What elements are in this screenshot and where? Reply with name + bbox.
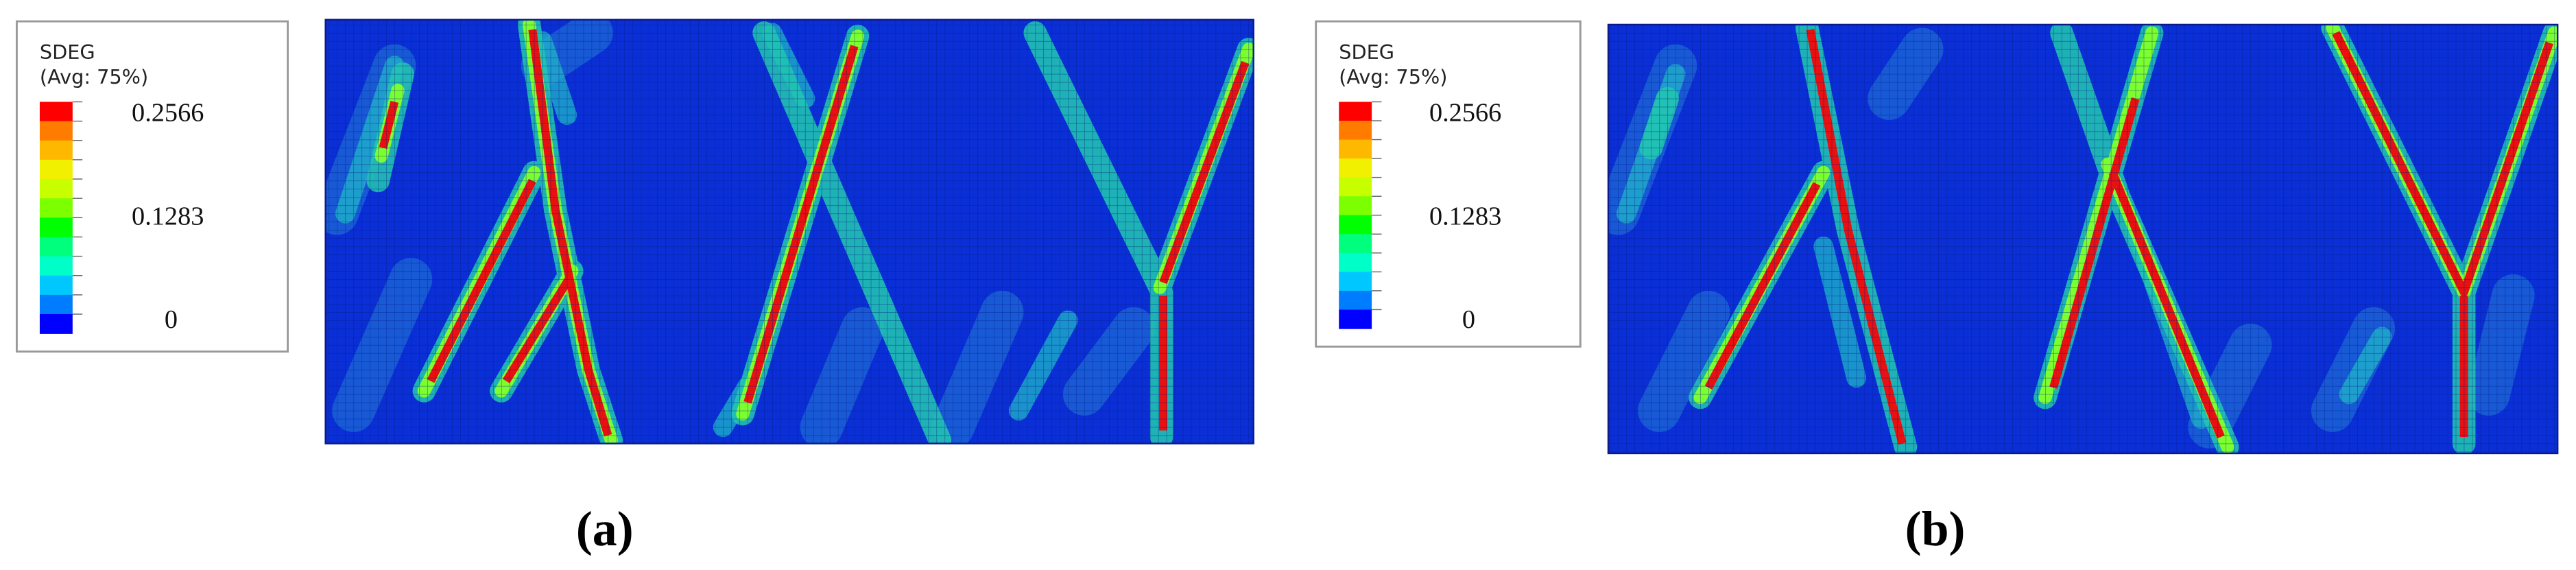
colorbar-band	[1339, 177, 1372, 197]
legend-label: 0.2566	[1429, 98, 1501, 127]
colorbar	[39, 101, 83, 334]
colorbar-band	[39, 275, 73, 296]
legend-label: 0	[165, 305, 178, 334]
contour-plot	[1608, 24, 2558, 453]
colorbar	[1339, 101, 1382, 329]
legend-label: 0	[1462, 305, 1475, 334]
colorbar-band	[1339, 196, 1372, 216]
plot-frame	[324, 19, 1254, 444]
caption: (b)	[1905, 501, 1966, 556]
colorbar-band	[39, 217, 73, 238]
colorbar-band	[1339, 309, 1372, 329]
colorbar-band	[1339, 290, 1372, 311]
colorbar-band	[39, 140, 73, 161]
colorbar-band	[1339, 252, 1372, 273]
colorbar-band	[1339, 272, 1372, 292]
colorbar-band	[39, 256, 73, 276]
colorbar-band	[39, 237, 73, 257]
colorbar-band	[1339, 158, 1372, 178]
colorbar-band	[1339, 234, 1372, 254]
panel-b: SDEG (Avg: 75%) 0.2566 0.1283 0	[1315, 20, 2559, 556]
legend-subtitle: (Avg: 75%)	[40, 65, 148, 88]
legend-label: 0.1283	[132, 202, 204, 230]
colorbar-band	[1339, 121, 1372, 141]
colorbar-band	[39, 179, 73, 199]
legend-title: SDEG	[40, 40, 95, 64]
colorbar-band	[39, 198, 73, 219]
legend-label: 0.1283	[1429, 202, 1501, 230]
colorbar-band	[39, 121, 73, 141]
legend-subtitle: (Avg: 75%)	[1339, 65, 1447, 88]
caption: (a)	[576, 501, 634, 556]
colorbar-band	[1339, 215, 1372, 235]
colorbar-band	[39, 294, 73, 315]
plot-frame	[1607, 23, 2559, 455]
legend-label: 0.2566	[132, 98, 204, 127]
legend-title: SDEG	[1339, 40, 1394, 64]
contour-plot	[325, 19, 1254, 444]
colorbar-band	[1339, 139, 1372, 159]
colorbar-band	[39, 314, 73, 334]
colorbar-band	[39, 159, 73, 180]
colorbar-band	[39, 102, 73, 122]
panel-a: SDEG (Avg: 75%) 0.2566 0.1283 0	[15, 19, 1254, 556]
colorbar-band	[1339, 102, 1372, 121]
